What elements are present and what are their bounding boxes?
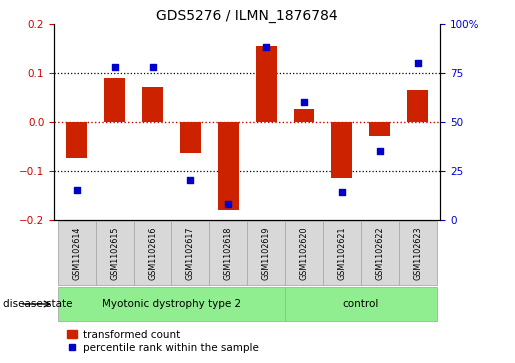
Title: GDS5276 / ILMN_1876784: GDS5276 / ILMN_1876784 xyxy=(157,9,338,23)
Text: control: control xyxy=(342,299,379,309)
Text: GSM1102623: GSM1102623 xyxy=(413,227,422,280)
Legend: transformed count, percentile rank within the sample: transformed count, percentile rank withi… xyxy=(67,330,259,353)
Point xyxy=(148,64,157,70)
Bar xyxy=(285,287,437,321)
Point xyxy=(414,60,422,66)
Point xyxy=(186,178,195,183)
Text: Myotonic dystrophy type 2: Myotonic dystrophy type 2 xyxy=(102,299,241,309)
Bar xyxy=(96,221,133,285)
Bar xyxy=(142,87,163,122)
Point xyxy=(73,187,81,193)
Text: GSM1102618: GSM1102618 xyxy=(224,227,233,280)
Point xyxy=(262,44,270,50)
Bar xyxy=(407,90,428,122)
Text: GSM1102614: GSM1102614 xyxy=(72,227,81,280)
Text: disease state: disease state xyxy=(3,299,72,309)
Text: GSM1102615: GSM1102615 xyxy=(110,227,119,280)
Bar xyxy=(332,122,352,178)
Point xyxy=(375,148,384,154)
Bar xyxy=(399,221,437,285)
Bar xyxy=(361,221,399,285)
Bar xyxy=(58,287,285,321)
Bar xyxy=(256,46,277,122)
Text: GSM1102616: GSM1102616 xyxy=(148,227,157,280)
Point xyxy=(300,99,308,105)
Bar xyxy=(247,221,285,285)
Bar xyxy=(369,122,390,136)
Bar xyxy=(209,221,247,285)
Text: GSM1102621: GSM1102621 xyxy=(337,227,347,280)
Bar xyxy=(66,122,87,158)
Bar xyxy=(294,109,315,122)
Text: GSM1102622: GSM1102622 xyxy=(375,227,384,280)
Bar xyxy=(133,221,171,285)
Bar xyxy=(180,122,201,154)
Bar xyxy=(218,122,238,210)
Bar xyxy=(323,221,361,285)
Bar xyxy=(171,221,209,285)
Point xyxy=(111,64,119,70)
Bar xyxy=(104,77,125,122)
Point xyxy=(224,201,232,207)
Bar xyxy=(285,221,323,285)
Text: GSM1102617: GSM1102617 xyxy=(186,227,195,280)
Point xyxy=(338,189,346,195)
Text: GSM1102619: GSM1102619 xyxy=(262,227,271,280)
Bar xyxy=(58,221,96,285)
Text: GSM1102620: GSM1102620 xyxy=(300,227,308,280)
